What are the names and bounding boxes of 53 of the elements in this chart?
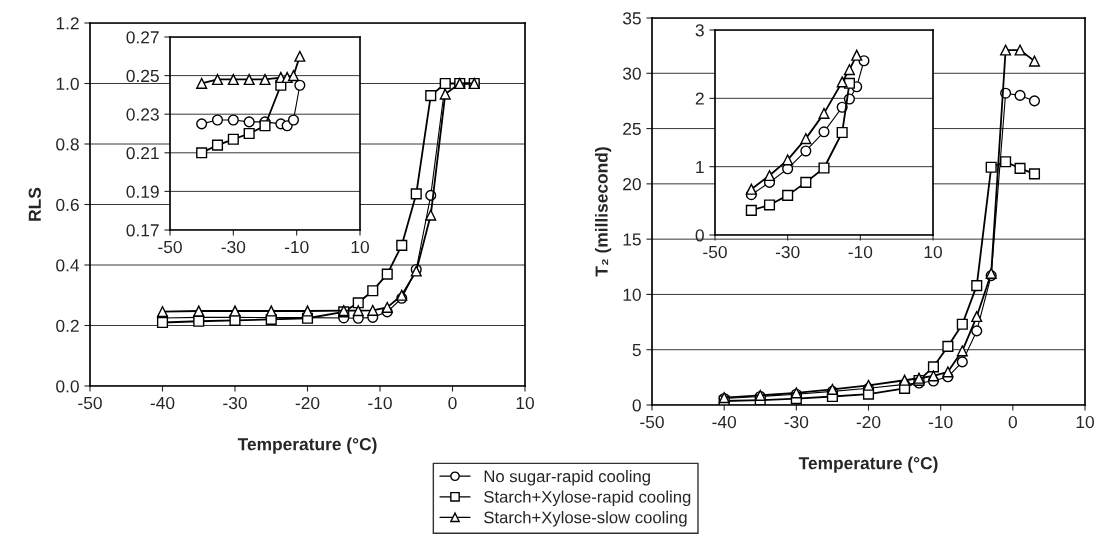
y-tick-label: 0.0 — [56, 380, 79, 393]
x-tick-label: -10 — [848, 245, 873, 259]
x-tick-label: 0 — [1008, 415, 1017, 429]
y-tick-label: 0.2 — [56, 319, 79, 332]
x-tick-label: -30 — [221, 240, 246, 254]
x-tick-label: -50 — [78, 396, 102, 410]
x-tick-label: -10 — [368, 396, 392, 410]
y-tick-label: 15 — [623, 233, 641, 246]
legend-label: No sugar-rapid cooling — [484, 470, 650, 486]
x-axis-title: Temperature (°C) — [237, 437, 377, 454]
y-tick-label: 1.2 — [56, 17, 79, 30]
y-tick-label: 0.19 — [126, 185, 159, 198]
y-tick-label: 2 — [695, 92, 704, 105]
x-tick-label: 10 — [516, 396, 534, 410]
y-tick-label: 1.0 — [56, 77, 79, 90]
x-tick-label: -30 — [784, 415, 809, 429]
y-tick-label: 0 — [695, 229, 704, 242]
x-tick-label: -30 — [775, 245, 800, 259]
y-tick-label: 35 — [622, 12, 641, 25]
y-tick-label: 0.27 — [126, 31, 159, 44]
x-tick-label: -20 — [856, 415, 881, 429]
y-tick-label: 25 — [623, 122, 641, 136]
x-tick-label: -20 — [295, 396, 320, 410]
y-tick-label: 0.4 — [56, 259, 80, 272]
x-tick-label: 10 — [1076, 415, 1094, 429]
legend-label: Starch+Xylose-rapid cooling — [484, 490, 691, 507]
x-tick-label: -40 — [712, 415, 737, 429]
x-tick-label: -40 — [150, 396, 175, 410]
y-tick-label: 30 — [622, 67, 641, 80]
legend-label: Starch+Xylose-slow cooling — [484, 511, 687, 527]
x-axis-title: Temperature (°C) — [798, 456, 938, 473]
y-tick-label: 3 — [695, 24, 704, 37]
y-tick-label: 0.25 — [126, 69, 159, 83]
x-tick-label: -50 — [640, 415, 664, 429]
y-tick-label: 0.17 — [126, 224, 159, 237]
y-tick-label: 20 — [623, 178, 641, 191]
x-tick-label: -50 — [703, 245, 727, 259]
x-tick-label: 10 — [924, 245, 942, 259]
y-tick-label: 0.23 — [126, 108, 159, 121]
y-tick-label: 0.21 — [126, 146, 159, 160]
x-tick-label: 0 — [448, 396, 457, 410]
y-axis-title: T₂ (millisecond) — [594, 147, 612, 277]
x-tick-label: -10 — [928, 415, 953, 429]
y-tick-label: 0.8 — [56, 138, 79, 151]
x-tick-label: 10 — [351, 240, 369, 254]
y-tick-label: 0.6 — [56, 198, 79, 211]
y-tick-label: 1 — [696, 161, 704, 173]
x-tick-label: -50 — [158, 240, 182, 254]
y-tick-label: 5 — [632, 344, 641, 357]
y-tick-label: 10 — [623, 288, 641, 301]
y-axis-title: RLS — [28, 187, 41, 221]
x-tick-label: -10 — [284, 240, 309, 254]
x-tick-label: -30 — [223, 396, 247, 410]
